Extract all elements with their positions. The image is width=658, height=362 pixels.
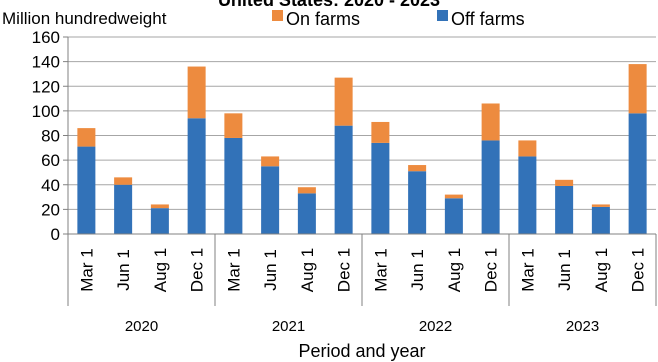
bar-off-farms <box>555 185 574 234</box>
bar-off-farms <box>77 146 96 234</box>
x-axis-label: Period and year <box>298 341 425 361</box>
bar-on-farms <box>150 204 169 209</box>
bar-off-farms <box>444 198 463 234</box>
bar-on-farms <box>114 177 133 185</box>
bar-on-farms <box>591 204 610 207</box>
bar-on-farms <box>334 77 353 126</box>
x-tick-label: Jun 1 <box>555 249 574 291</box>
bar-off-farms <box>297 193 316 234</box>
bar-off-farms <box>371 142 390 234</box>
legend-swatch-off-farms <box>437 10 448 21</box>
bar-off-farms <box>114 184 133 234</box>
x-tick-label: Dec 1 <box>629 248 648 292</box>
group-label: 2022 <box>419 318 452 335</box>
bar-off-farms <box>481 140 500 234</box>
bar-off-farms <box>591 206 610 234</box>
bar-on-farms <box>481 103 500 141</box>
x-tick-label: Dec 1 <box>335 248 354 292</box>
x-tick-label: Mar 1 <box>518 248 537 291</box>
group-label: 2020 <box>125 318 158 335</box>
axes: 0 20 40 60 80 100 120 140 160 Mar 1 Jun 1 Aug 1 Dec … <box>32 28 657 335</box>
x-tick-label: Mar 1 <box>371 248 390 291</box>
bar-off-farms <box>224 137 243 234</box>
bar-on-farms <box>628 64 647 114</box>
x-tick-label: Mar 1 <box>77 248 96 291</box>
bar-off-farms <box>518 156 537 234</box>
bar-on-farms <box>261 156 280 167</box>
x-tick-label: Mar 1 <box>224 248 243 291</box>
bar-on-farms <box>77 128 96 147</box>
bar-on-farms <box>408 165 427 172</box>
bar-off-farms <box>261 166 280 234</box>
x-tick-label: Jun 1 <box>408 249 427 291</box>
bar-on-farms <box>297 187 316 194</box>
legend-swatch-on-farms <box>272 10 283 21</box>
y-axis-label: Million hundredweight <box>2 9 167 28</box>
bar-off-farms <box>408 171 427 234</box>
y-tick-label: 40 <box>41 176 60 195</box>
legend: On farms Off farms <box>272 9 525 29</box>
bar-on-farms <box>187 66 206 119</box>
bar-off-farms <box>150 208 169 234</box>
x-tick-label: Dec 1 <box>482 248 501 292</box>
bars <box>77 64 647 234</box>
x-tick-label: Aug 1 <box>592 248 611 292</box>
x-tick-label: Aug 1 <box>445 248 464 292</box>
x-tick-label: Aug 1 <box>151 248 170 292</box>
y-tick-label: 60 <box>41 151 60 170</box>
bar-on-farms <box>555 179 574 186</box>
group-label: 2021 <box>272 318 305 335</box>
x-tick-label: Jun 1 <box>114 249 133 291</box>
legend-label-on-farms: On farms <box>286 9 360 29</box>
y-tick-label: 0 <box>51 225 60 244</box>
y-tick-label: 160 <box>32 28 60 47</box>
y-tick-label: 80 <box>41 127 60 146</box>
bar-on-farms <box>224 113 243 138</box>
legend-label-off-farms: Off farms <box>451 9 525 29</box>
y-tick-label: 140 <box>32 53 60 72</box>
bar-off-farms <box>334 125 353 234</box>
x-tick-label: Jun 1 <box>261 249 280 291</box>
bar-off-farms <box>187 118 206 234</box>
y-tick-label: 20 <box>41 200 60 219</box>
bar-on-farms <box>444 194 463 199</box>
chart-title: United States: 2020 - 2023 <box>218 0 440 10</box>
bar-on-farms <box>371 121 390 143</box>
group-label: 2023 <box>566 318 599 335</box>
bar-off-farms <box>628 113 647 234</box>
x-tick-label: Aug 1 <box>298 248 317 292</box>
bar-on-farms <box>518 140 537 157</box>
y-tick-label: 120 <box>32 77 60 96</box>
x-tick-label: Dec 1 <box>188 248 207 292</box>
y-tick-label: 100 <box>32 102 60 121</box>
